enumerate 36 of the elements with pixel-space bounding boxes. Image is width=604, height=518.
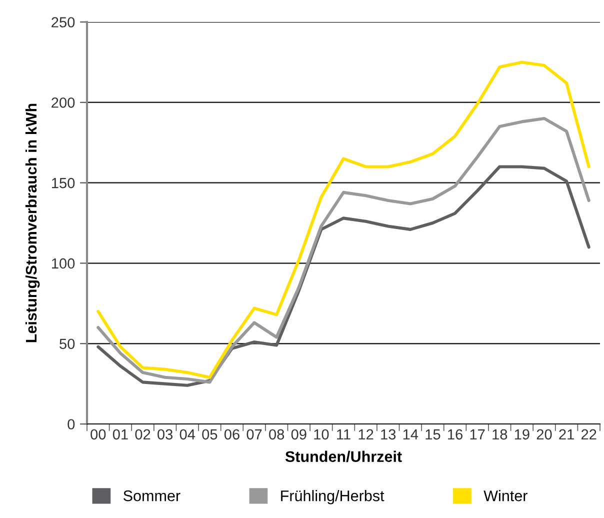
x-axis-title: Stunden/Uhrzeit [285, 450, 402, 462]
x-tick-label: 01 [112, 429, 128, 440]
x-tick-label: 05 [202, 429, 218, 440]
x-tick-label: 21 [559, 429, 574, 440]
x-tick-label: 14 [403, 429, 418, 440]
y-tick-label: 0 [68, 419, 75, 430]
x-tick-label: 11 [337, 429, 350, 440]
x-tick-label: 16 [448, 429, 462, 440]
line-series [96, 60, 590, 379]
y-tick-label: 200 [52, 98, 75, 108]
x-tick-label: 10 [314, 429, 329, 440]
legend-label: Sommer [124, 490, 180, 502]
x-tick-label: 12 [358, 429, 374, 440]
x-tick-label: 19 [514, 429, 530, 440]
y-tick-label: 100 [52, 258, 75, 269]
x-tick-label: 02 [135, 429, 150, 440]
x-tick-label: 04 [180, 429, 196, 440]
x-tick-label: 03 [158, 429, 173, 440]
y-tick-label: 50 [60, 338, 75, 350]
x-tick-label: 18 [492, 429, 508, 440]
legend-label: Frühling/Herbst [281, 490, 384, 504]
line-series [96, 116, 590, 384]
y-tick-label: 150 [52, 178, 75, 188]
x-tick-label: 06 [224, 429, 240, 440]
x-tick-label: 22 [581, 429, 596, 440]
y-axis-title: Leistung/Stromverbrauch in kWh [25, 104, 40, 342]
x-tick-label: 00 [90, 429, 106, 440]
y-tick-label: 250 [52, 17, 75, 28]
x-tick-label: 13 [381, 429, 396, 440]
legend-label: Winter [484, 490, 528, 502]
x-tick-label: 17 [470, 429, 485, 440]
x-tick-label: 09 [291, 429, 306, 440]
x-tick-label: 08 [269, 429, 284, 440]
x-tick-label: 07 [246, 429, 262, 440]
x-tick-label: 20 [536, 429, 552, 440]
x-tick-label: 15 [426, 429, 440, 440]
